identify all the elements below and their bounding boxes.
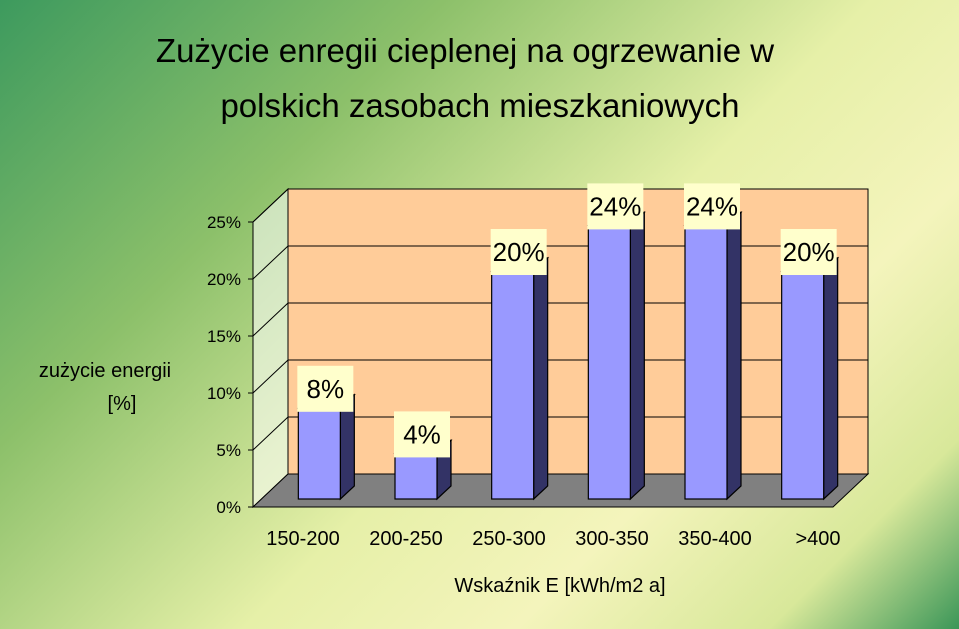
y-tick-label: 0% bbox=[216, 498, 241, 517]
data-label: 4% bbox=[403, 419, 441, 449]
y-axis-label-line-2: [%] bbox=[108, 393, 137, 415]
x-tick-label: >400 bbox=[795, 528, 840, 550]
x-tick-label: 250-300 bbox=[472, 528, 545, 550]
data-label-bg bbox=[587, 183, 644, 230]
gridlines bbox=[248, 188, 868, 508]
bar bbox=[491, 270, 535, 500]
bar-side bbox=[533, 256, 549, 501]
gridline bbox=[252, 302, 868, 337]
chart-title-line-1: Zużycie enregii cieplenej na ogrzewanie … bbox=[156, 32, 774, 69]
gridline bbox=[252, 359, 868, 394]
bars bbox=[296, 211, 840, 501]
data-label-bg bbox=[490, 229, 547, 275]
data-label: 24% bbox=[589, 191, 641, 221]
data-label-bg bbox=[780, 229, 837, 275]
y-tick-label: 10% bbox=[207, 384, 241, 403]
bar bbox=[297, 407, 341, 500]
x-tick-label: 150-200 bbox=[266, 528, 339, 550]
data-label: 20% bbox=[783, 237, 835, 267]
x-tick-labels: 150-200 200-250 250-300 300-350 350-400 >400 bbox=[266, 528, 840, 550]
x-tick-label: 300-350 bbox=[575, 528, 648, 550]
side-wall bbox=[252, 187, 289, 509]
bar-side bbox=[629, 211, 645, 501]
gridline bbox=[252, 245, 868, 280]
bar bbox=[587, 224, 631, 500]
data-label: 8% bbox=[307, 374, 345, 404]
bar-side bbox=[726, 211, 742, 501]
y-axis-label-line-1: zużycie energii bbox=[39, 360, 171, 382]
bar bbox=[394, 452, 438, 500]
data-label-bg bbox=[297, 365, 354, 412]
gridline bbox=[252, 416, 868, 451]
x-tick-label: 350-400 bbox=[678, 528, 751, 550]
bar bbox=[781, 270, 825, 500]
data-label: 24% bbox=[686, 191, 738, 221]
x-tick-label: 200-250 bbox=[369, 528, 442, 550]
y-tick-label: 25% bbox=[207, 213, 241, 232]
bar bbox=[684, 224, 728, 500]
plot-walls bbox=[251, 187, 870, 509]
back-wall bbox=[287, 188, 869, 475]
y-tick-label: 20% bbox=[207, 270, 241, 289]
chart-title-line-2: polskich zasobach mieszkaniowych bbox=[220, 87, 739, 124]
bar-side bbox=[823, 256, 839, 501]
data-label-bg bbox=[394, 411, 450, 458]
gridline bbox=[252, 188, 868, 223]
x-axis-label: Wskaźnik E [kWh/m2 a] bbox=[454, 575, 665, 597]
y-tick-label: 15% bbox=[207, 327, 241, 346]
data-label-bg bbox=[684, 183, 740, 230]
y-tick-label: 5% bbox=[216, 441, 241, 460]
y-tick-labels: 0% 5% 10% 15% 20% 25% bbox=[207, 213, 241, 517]
data-labels: 8% 4% 20% 24% 24% 20% bbox=[297, 183, 837, 458]
data-label: 20% bbox=[493, 237, 545, 267]
